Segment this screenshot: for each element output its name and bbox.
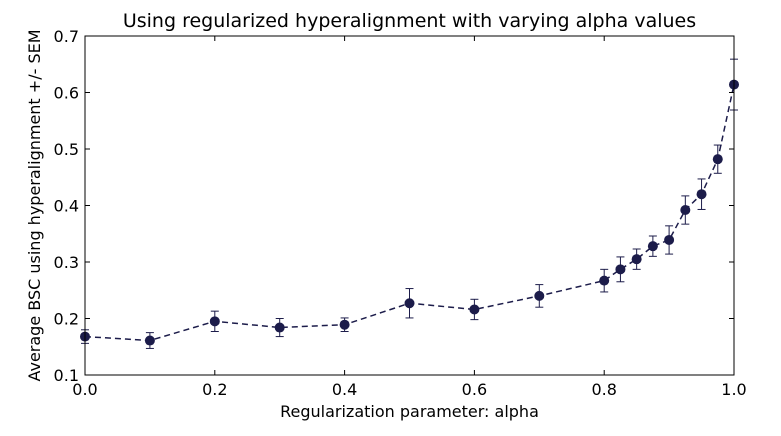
- x-tick-label: 0.2: [202, 380, 227, 399]
- data-point: [631, 254, 642, 265]
- data-point: [599, 275, 610, 286]
- y-tick-label: 0.3: [54, 253, 79, 272]
- data-point: [680, 205, 691, 216]
- y-tick-label: 0.5: [54, 140, 79, 159]
- data-point: [647, 241, 658, 252]
- x-tick-label: 0.8: [591, 380, 616, 399]
- data-point: [696, 189, 707, 200]
- x-axis-label: Regularization parameter: alpha: [280, 402, 539, 421]
- data-point: [274, 322, 285, 333]
- y-tick-label: 0.4: [54, 197, 79, 216]
- data-point: [469, 304, 480, 315]
- y-axis-label: Average BSC using hyperalignment +/- SEM: [25, 29, 44, 381]
- data-point: [712, 154, 723, 165]
- y-tick-label: 0.2: [54, 310, 79, 329]
- data-point: [144, 335, 155, 346]
- data-point: [664, 234, 675, 245]
- data-point: [404, 298, 415, 309]
- y-tick-label: 0.7: [54, 27, 79, 46]
- chart-title: Using regularized hyperalignment with va…: [123, 10, 696, 32]
- data-point: [615, 264, 626, 275]
- axis-ticks: 0.0 0.2 0.4 0.6 0.8 1.0 0.1 0.2 0.3 0.4 0.5 0.6 0.7: [54, 27, 747, 399]
- x-tick-label: 0.6: [462, 380, 487, 399]
- y-tick-label: 0.6: [54, 84, 79, 103]
- y-tick-label: 0.1: [54, 366, 79, 385]
- plot-frame: [84, 35, 735, 376]
- x-tick-label: 0.0: [72, 380, 97, 399]
- x-tick-label: 1.0: [721, 380, 746, 399]
- x-tick-label: 0.4: [332, 380, 357, 399]
- plot-area: [80, 58, 739, 349]
- data-point: [534, 290, 545, 301]
- data-point: [339, 319, 350, 330]
- data-point: [209, 316, 220, 327]
